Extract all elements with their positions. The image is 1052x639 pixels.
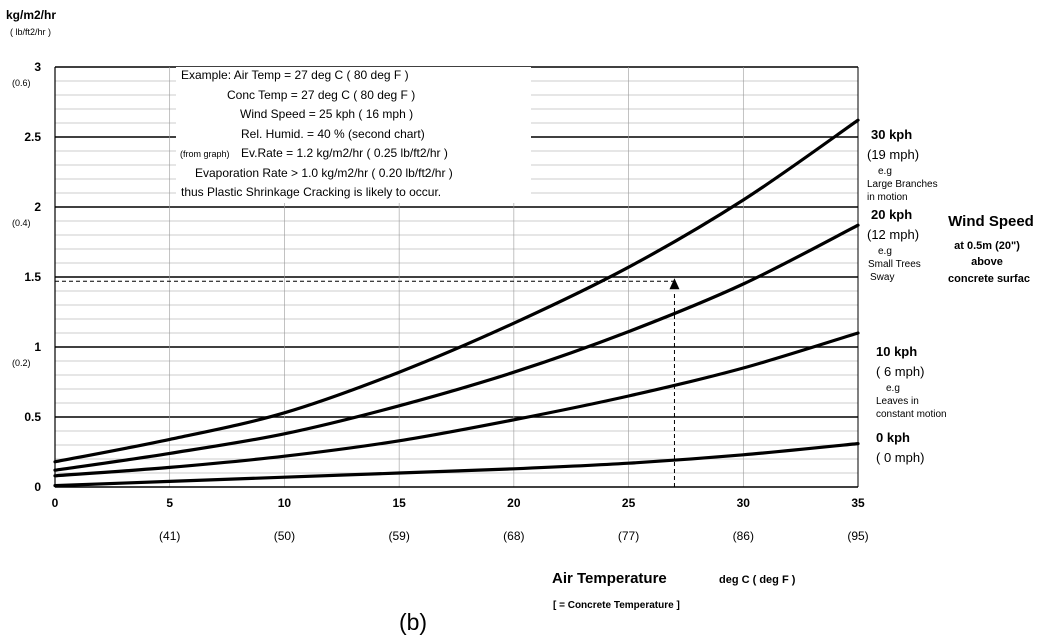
y-tick-label: 2.5 (24, 130, 41, 144)
series-line-3 (53, 118, 860, 464)
series-label-line: constant motion (876, 409, 947, 420)
example-line-2: Conc Temp = 27 deg C ( 80 deg F ) (227, 88, 415, 102)
example-box: Example: Air Temp = 27 deg C ( 80 deg F … (180, 68, 453, 199)
legend-subtitle-2: above (971, 256, 1003, 268)
x-tick-alt-label: (86) (733, 529, 754, 543)
x-axis-units: deg C ( deg F ) (719, 574, 796, 586)
x-tick-alt-label: (77) (618, 529, 639, 543)
example-line-5: Ev.Rate = 1.2 kg/m2/hr ( 0.25 lb/ft2/hr … (241, 146, 448, 160)
series-label-line: 10 kph (876, 344, 917, 359)
axes (54, 67, 859, 488)
x-axis-note: [ = Concrete Temperature ] (553, 600, 680, 611)
x-tick-label: 20 (507, 496, 521, 510)
x-tick-label: 15 (392, 496, 406, 510)
tick-labels: 0 5(41)10(50)15(59)20(68)25(77)30(86)35(9… (12, 60, 869, 543)
series-label-line: ( 0 mph) (876, 450, 924, 465)
series-label-line: e.g (878, 166, 892, 177)
y-tick-alt-label: (0.6) (12, 78, 31, 88)
series-label-line: 30 kph (871, 127, 912, 142)
x-tick-label: 0 (52, 496, 59, 510)
series-label-line: in motion (867, 192, 908, 203)
series-label-line: 0 kph (876, 430, 910, 445)
example-prefix: (from graph) (180, 149, 230, 159)
x-tick-alt-label: (59) (388, 529, 409, 543)
example-line-3: Wind Speed = 25 kph ( 16 mph ) (240, 107, 413, 121)
series-label-line: Leaves in (876, 396, 919, 407)
series-label-line: (19 mph) (867, 147, 919, 162)
y-tick-label: 1 (34, 340, 41, 354)
x-axis-title: Air Temperature (552, 570, 667, 587)
example-arrowhead (669, 278, 680, 290)
x-tick-alt-label: (68) (503, 529, 524, 543)
example-box-background (176, 67, 531, 203)
series-label-line: Large Branches (867, 179, 938, 190)
example-line-6: Evaporation Rate > 1.0 kg/m2/hr ( 0.20 l… (195, 166, 453, 180)
example-line-1: Example: Air Temp = 27 deg C ( 80 deg F … (181, 68, 409, 82)
y-tick-alt-label: (0.4) (12, 218, 31, 228)
series-line-1 (53, 331, 860, 478)
series-line-2 (53, 223, 860, 472)
series-label-line: ( 6 mph) (876, 364, 924, 379)
series-label-line: Sway (870, 272, 894, 283)
example-line-7: thus Plastic Shrinkage Cracking is likel… (181, 185, 441, 199)
x-tick-label: 10 (278, 496, 292, 510)
y-unit-label: kg/m2/hr (6, 8, 56, 22)
y-tick-label: 2 (34, 200, 41, 214)
series-lines (53, 118, 860, 488)
grid-lines (55, 66, 858, 487)
example-guide (55, 278, 680, 487)
panel-label: (b) (399, 609, 427, 635)
y-tick-alt-label: (0.2) (12, 358, 31, 368)
y-tick-label: 0.5 (24, 410, 41, 424)
y-unit-alt-label: ( lb/ft2/hr ) (10, 27, 51, 37)
x-tick-alt-label: (41) (159, 529, 180, 543)
series-label-line: e.g (878, 246, 892, 257)
series-labels: 0 kph ( 0 mph) 10 kph ( 6 mph) e.g Leaves in c… (867, 127, 947, 465)
y-tick-label: 1.5 (24, 270, 41, 284)
y-tick-label: 3 (34, 60, 41, 74)
legend-subtitle-3: concrete surfac (948, 273, 1030, 285)
series-label-line: e.g (886, 383, 900, 394)
x-tick-alt-label: (95) (847, 529, 868, 543)
x-tick-label: 25 (622, 496, 636, 510)
example-line-4: Rel. Humid. = 40 % (second chart) (241, 127, 425, 141)
y-tick-label: 0 (34, 480, 41, 494)
legend-subtitle-1: at 0.5m (20") (954, 240, 1020, 252)
x-tick-label: 30 (737, 496, 751, 510)
series-label-line: (12 mph) (867, 227, 919, 242)
x-tick-label: 5 (166, 496, 173, 510)
series-label-line: Small Trees (868, 259, 921, 270)
legend-title: Wind Speed (948, 213, 1034, 230)
x-tick-alt-label: (50) (274, 529, 295, 543)
x-tick-label: 35 (851, 496, 865, 510)
series-line-0 (53, 442, 860, 488)
series-label-line: 20 kph (871, 207, 912, 222)
